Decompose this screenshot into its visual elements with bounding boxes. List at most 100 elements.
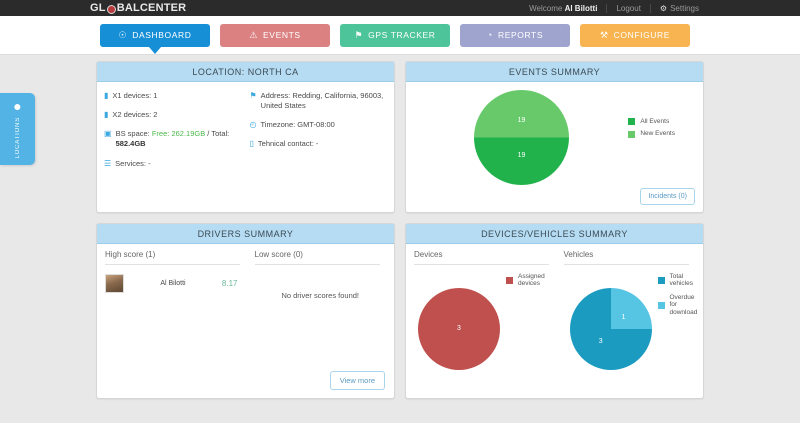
device-icon: ▮ — [104, 91, 109, 100]
logo-text-part2: BAL — [116, 2, 140, 14]
sidebar-item-locations[interactable]: ● LOCATIONS — [0, 93, 35, 165]
nav-item-reports[interactable]: ◔ REPORTS — [460, 23, 570, 47]
location-left-column: ▮ X1 devices: 1 ▮ X2 devices: 2 ▣ BS spa… — [104, 91, 246, 178]
events-summary-panel: EVENTS SUMMARY 19 19 All Events New E — [405, 61, 704, 213]
location-x2-devices-text: X2 devices: 2 — [112, 110, 158, 120]
view-more-button[interactable]: View more — [329, 371, 385, 390]
clock-icon: ◴ — [249, 120, 257, 130]
events-pie-label-new: 19 — [517, 117, 526, 124]
location-right-column: ⚑ Address: Redding, California, 96003, U… — [246, 91, 388, 178]
legend-label-all-events: All Events — [640, 118, 670, 125]
location-panel: LOCATION: NORTH CA ▮ X1 devices: 1 ▮ X2 … — [96, 61, 395, 213]
drivers-high-score-header: High score (1) — [105, 250, 240, 265]
driver-name: Al Bilotti — [160, 280, 186, 287]
warning-icon: ⚠ — [249, 29, 259, 40]
top-bar: GL BAL CENTER Welcome Al Bilotti Logout … — [0, 0, 800, 16]
phone-icon: ▯ — [249, 139, 254, 149]
events-pie-circle: 19 19 — [474, 90, 569, 185]
app-logo[interactable]: GL BAL CENTER — [90, 0, 186, 16]
devices-pie-circle: 3 — [418, 288, 500, 370]
top-bar-right: Welcome Al Bilotti Logout ⚙ Settings — [520, 0, 708, 16]
nav-label-configure: CONFIGURE — [613, 30, 671, 40]
vehicles-legend-item-overdue: Overdue for download — [657, 293, 698, 316]
map-pin-icon: ⚑ — [249, 91, 257, 100]
avatar — [105, 274, 124, 293]
settings-label: Settings — [670, 3, 699, 13]
devices-vehicles-summary-panel: DEVICES/VEHICLES SUMMARY Devices 3 — [405, 223, 704, 399]
events-pie-chart: 19 19 — [474, 90, 569, 185]
events-summary-body: 19 19 All Events New Events Incidents (0… — [406, 82, 703, 212]
gear-icon: ⚙ — [659, 3, 668, 13]
nav-item-gps-tracker[interactable]: ⚑ GPS TRACKER — [340, 23, 450, 47]
devices-legend-item-assigned: Assigned devices — [506, 273, 555, 288]
legend-label-assigned-devices: Assigned devices — [518, 273, 545, 288]
devices-pie-label: 3 — [457, 325, 461, 332]
legend-label-new-events: New Events — [640, 130, 675, 138]
vehicles-header: Vehicles — [563, 250, 689, 265]
location-panel-body: ▮ X1 devices: 1 ▮ X2 devices: 2 ▣ BS spa… — [97, 82, 394, 212]
sidebar-item-locations-label: LOCATIONS — [14, 117, 21, 159]
nav-label-dashboard: DASHBOARD — [132, 30, 192, 40]
bs-space-free-value: 262.19GB — [171, 129, 206, 139]
events-legend: All Events New Events — [628, 118, 675, 138]
dashboard-page: ● LOCATIONS LOCATION: NORTH CA ▮ X1 devi… — [0, 55, 800, 423]
nav-item-configure[interactable]: ⚒ CONFIGURE — [580, 23, 690, 47]
events-summary-title: EVENTS SUMMARY — [406, 62, 703, 82]
location-technical-contact-text: Tehnical contact: - — [257, 139, 319, 149]
legend-swatch-overdue-download — [657, 301, 665, 309]
vehicles-pie-chart: 1 3 Total vehicles Overdue fo — [564, 265, 698, 375]
legend-swatch-all-events — [628, 118, 636, 126]
pin-icon: ⚑ — [354, 29, 364, 40]
legend-swatch-total-vehicles — [657, 276, 665, 284]
location-address: ⚑ Address: Redding, California, 96003, U… — [250, 91, 388, 111]
main-navigation: ☉ DASHBOARD ⚠ EVENTS ⚑ GPS TRACKER ◔ REP… — [0, 16, 800, 55]
vehicles-pie-circle: 1 3 — [569, 288, 652, 370]
events-pie-label-all: 19 — [517, 152, 526, 159]
drivers-low-score-empty-message: No driver scores found! — [281, 291, 360, 300]
incidents-button[interactable]: Incidents (0) — [640, 188, 695, 205]
legend-swatch-new-events — [628, 130, 636, 138]
legend-label-overdue-download: Overdue for download — [669, 293, 698, 316]
driver-score: 8.17 — [221, 279, 238, 288]
services-icon: ☰ — [104, 158, 112, 168]
legend-swatch-assigned-devices — [506, 276, 513, 284]
location-bs-space-text: BS space: Free: 262.19GB / Total: 582.4G… — [116, 129, 246, 149]
settings-link[interactable]: ⚙ Settings — [649, 3, 708, 13]
drivers-summary-panel: DRIVERS SUMMARY High score (1) Al Bilott… — [96, 223, 395, 399]
bs-space-label: BS space: — [115, 129, 152, 139]
nav-item-dashboard[interactable]: ☉ DASHBOARD — [100, 23, 210, 54]
bs-space-free-label: Free: — [151, 129, 172, 139]
logout-link[interactable]: Logout — [606, 3, 649, 13]
legend-label-total-vehicles: Total vehicles — [669, 273, 693, 288]
wrench-icon: ⚒ — [599, 29, 609, 40]
nav-label-gps-tracker: GPS TRACKER — [368, 30, 436, 40]
drivers-low-score-header: Low score (0) — [254, 250, 380, 265]
vehicles-pie-label-overdue: 1 — [621, 314, 626, 321]
drivers-high-score-column: High score (1) Al Bilotti 8.17 — [105, 250, 246, 398]
events-legend-item-all: All Events — [628, 118, 675, 126]
devices-pie-chart: 3 Assigned devices — [414, 265, 555, 375]
devices-legend: Assigned devices — [506, 273, 555, 288]
report-icon: ◔ — [486, 29, 493, 40]
vehicles-column: Vehicles 1 3 Total vehicles — [555, 250, 698, 398]
list-item[interactable]: Al Bilotti 8.17 — [105, 274, 246, 293]
map-pin-icon: ● — [13, 98, 22, 115]
dashboard-icon: ☉ — [118, 29, 128, 40]
devices-column: Devices 3 Assigned devices — [414, 250, 555, 398]
location-panel-title: LOCATION: NORTH CA — [97, 62, 394, 82]
nav-item-events[interactable]: ⚠ EVENTS — [220, 23, 330, 47]
bs-space-separator: / Total: — [205, 129, 230, 139]
location-technical-contact: ▯ Tehnical contact: - — [250, 139, 388, 149]
location-bs-space: ▣ BS space: Free: 262.19GB / Total: 582.… — [104, 129, 246, 149]
drivers-low-score-column: Low score (0) No driver scores found! — [246, 250, 387, 398]
drivers-summary-body: High score (1) Al Bilotti 8.17 Low score… — [97, 244, 394, 398]
welcome-label: Welcome — [529, 3, 563, 13]
storage-icon: ▣ — [104, 129, 112, 139]
welcome-text: Welcome Al Bilotti — [520, 4, 606, 13]
logo-text-part1: GL — [90, 2, 106, 14]
drivers-summary-title: DRIVERS SUMMARY — [97, 224, 394, 244]
vehicles-pie-label-total: 3 — [598, 338, 603, 345]
devices-vehicles-summary-title: DEVICES/VEHICLES SUMMARY — [406, 224, 703, 244]
events-legend-item-new: New Events — [628, 130, 675, 138]
nav-label-events: EVENTS — [263, 30, 301, 40]
